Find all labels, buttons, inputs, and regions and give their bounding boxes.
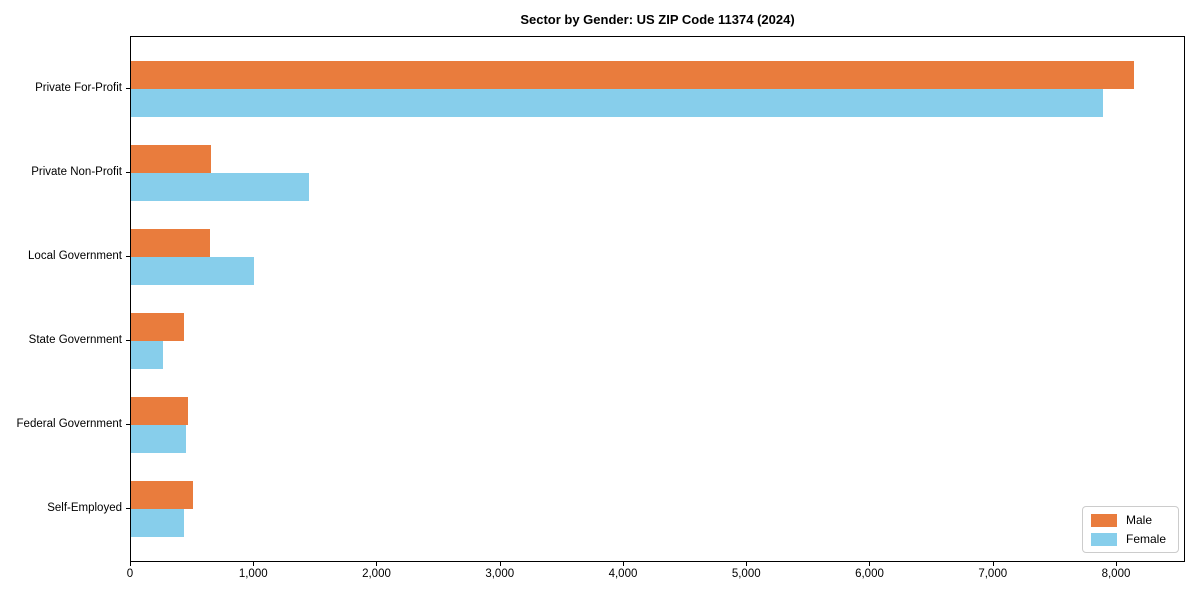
category-label-private-non-profit: Private Non-Profit: [31, 166, 122, 178]
y-tick-mark: [126, 340, 130, 341]
x-tick-mark: [130, 562, 131, 566]
female-color-swatch: [1090, 532, 1117, 546]
legend-item-female: Female: [1090, 532, 1166, 546]
category-label-self-employed: Self-Employed: [47, 502, 122, 514]
male-color-swatch: [1090, 513, 1117, 527]
x-tick-mark: [376, 562, 378, 566]
category-label-state-government: State Government: [28, 334, 122, 346]
x-tick-mark: [869, 562, 871, 566]
x-tick-mark: [253, 562, 255, 566]
legend-item-male: Male: [1090, 513, 1166, 527]
chart-title: Sector by Gender: US ZIP Code 11374 (202…: [520, 12, 795, 27]
x-tick-label-1000: 1,000: [238, 568, 268, 580]
x-tick-label-0: 0: [126, 568, 134, 580]
category-label-federal-government: Federal Government: [16, 418, 122, 430]
x-tick-label-3000: 3,000: [485, 568, 515, 580]
bar-female-state-government: [131, 341, 163, 369]
bar-female-self-employed: [131, 509, 184, 537]
legend-label-male: Male: [1125, 513, 1152, 527]
y-tick-mark: [126, 256, 130, 257]
x-tick-mark: [499, 562, 501, 566]
x-tick-label-4000: 4,000: [608, 568, 638, 580]
bar-female-private-non-profit: [131, 173, 310, 201]
plot-area: Male Female: [130, 36, 1185, 562]
bar-male-local-government: [131, 229, 210, 257]
x-tick-mark: [1115, 562, 1117, 566]
bar-male-self-employed: [131, 481, 193, 509]
y-tick-mark: [126, 88, 130, 89]
y-tick-mark: [126, 424, 130, 425]
category-label-local-government: Local Government: [28, 250, 122, 262]
legend-label-female: Female: [1125, 532, 1166, 546]
x-tick-mark: [992, 562, 994, 566]
x-tick-label-2000: 2,000: [362, 568, 391, 580]
y-tick-mark: [126, 172, 130, 173]
category-label-private-for-profit: Private For-Profit: [35, 82, 122, 94]
x-tick-label-8000: 8,000: [1101, 568, 1131, 580]
bar-male-private-non-profit: [131, 145, 211, 173]
bar-female-local-government: [131, 257, 254, 285]
x-tick-mark: [746, 562, 748, 566]
y-tick-mark: [126, 508, 130, 509]
bar-female-federal-government: [131, 425, 187, 453]
x-tick-label-5000: 5,000: [731, 568, 761, 580]
x-tick-mark: [622, 562, 624, 566]
bar-female-private-for-profit: [131, 89, 1103, 117]
bar-male-private-for-profit: [131, 61, 1134, 89]
bar-male-federal-government: [131, 397, 188, 425]
legend: Male Female: [1081, 506, 1179, 553]
bar-male-state-government: [131, 313, 184, 341]
x-tick-label-7000: 7,000: [978, 568, 1008, 580]
x-tick-label-6000: 6,000: [855, 568, 884, 580]
